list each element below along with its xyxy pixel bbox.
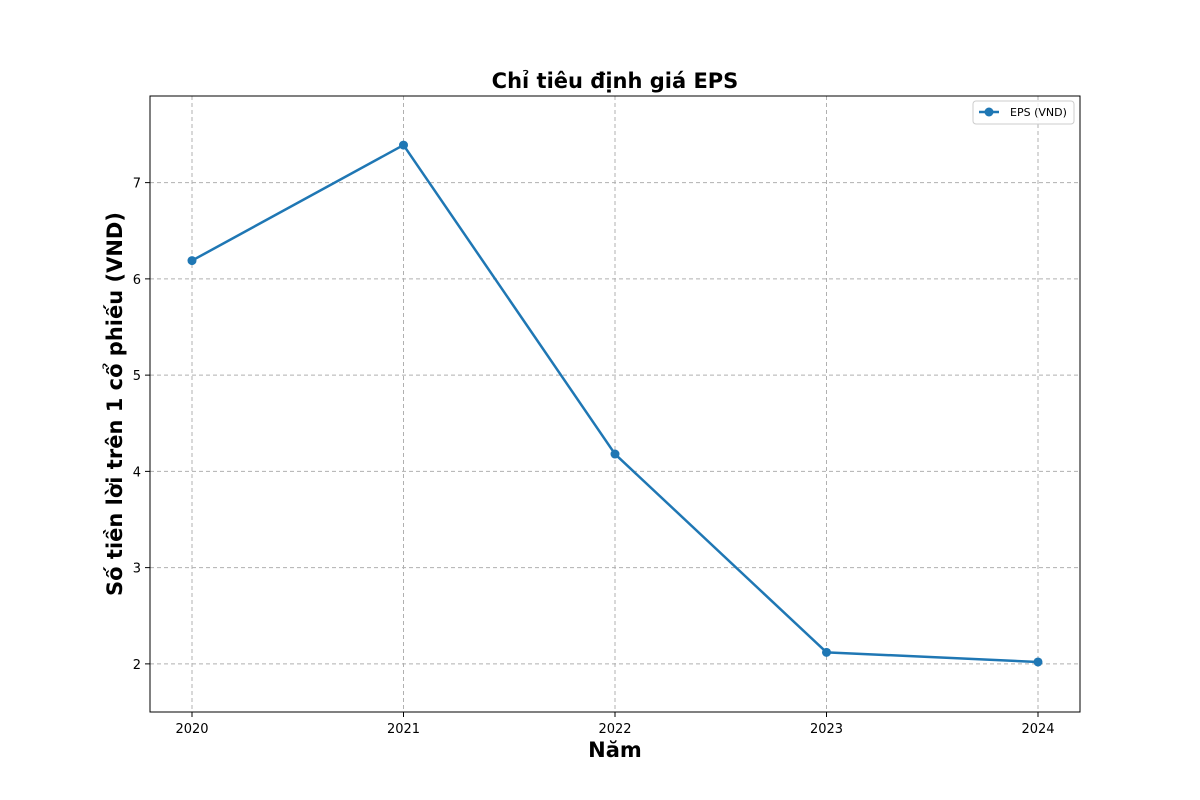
legend-label-eps: EPS (VND) [1010,106,1067,119]
data-point-2024 [1033,657,1043,667]
series-layer [187,140,1043,667]
x-axis-label: Năm [588,738,642,762]
y-tick-label: 7 [133,177,141,192]
x-tick-label: 2024 [1021,722,1054,737]
x-tick-label: 2022 [598,722,631,737]
plot-frame [149,95,1081,713]
y-tick-label: 4 [133,465,141,480]
data-point-2020 [187,256,197,266]
x-tick-label: 2023 [810,722,843,737]
data-point-2021 [399,140,408,150]
y-axis-ticks: 2 3 4 5 6 7 [133,177,150,673]
y-axis-label: Số tiền lời trên 1 cổ phiếu (VND) [102,212,127,596]
x-tick-label: 2021 [387,722,420,737]
y-tick-label: 2 [133,658,141,673]
y-tick-label: 3 [133,562,141,577]
x-tick-label: 2020 [175,722,208,737]
x-axis-ticks: 2020 2021 2022 2023 2024 [175,712,1055,737]
data-point-2022 [610,449,620,459]
legend: EPS (VND) [972,100,1075,125]
y-tick-label: 6 [133,273,141,288]
legend-marker [984,107,994,117]
legend-box [972,100,1075,125]
grid [150,96,1080,712]
y-tick-label: 5 [133,369,141,384]
chart-title: Chỉ tiêu định giá EPS [492,69,739,93]
data-point-2023 [822,647,831,657]
